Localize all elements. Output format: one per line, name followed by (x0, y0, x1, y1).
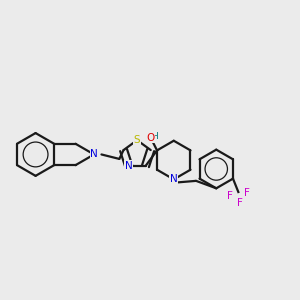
Text: O: O (146, 133, 154, 142)
Text: N: N (170, 174, 178, 184)
Text: F: F (227, 191, 233, 202)
Text: F: F (237, 198, 243, 208)
Text: F: F (244, 188, 250, 198)
Text: S: S (134, 135, 140, 145)
Text: N: N (125, 161, 133, 171)
Text: H: H (151, 132, 158, 141)
Text: N: N (90, 149, 98, 160)
